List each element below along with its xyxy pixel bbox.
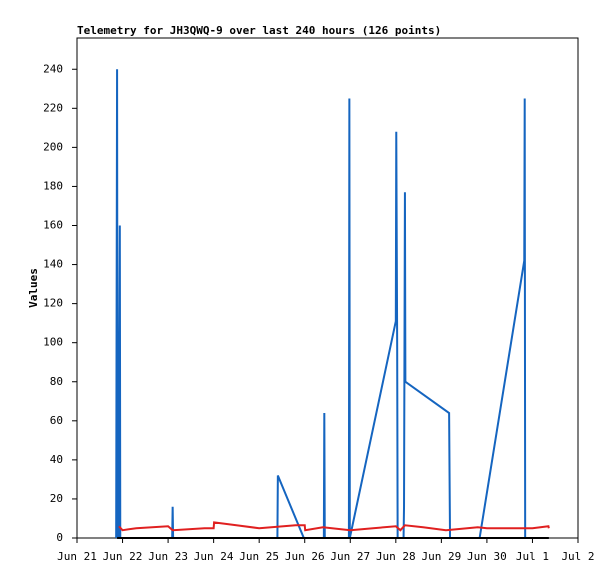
y-tick-label: 100 bbox=[43, 336, 63, 349]
x-tick-label: Jun 23 bbox=[148, 550, 188, 563]
x-tick-label: Jun 25 bbox=[239, 550, 279, 563]
x-tick-label: Jun 30 bbox=[467, 550, 507, 563]
y-tick-label: 180 bbox=[43, 179, 63, 192]
y-tick-label: 40 bbox=[50, 453, 63, 466]
x-tick-label: Jun 24 bbox=[194, 550, 234, 563]
y-tick-label: 120 bbox=[43, 297, 63, 310]
chart-title: Telemetry for JH3QWQ-9 over last 240 hou… bbox=[77, 24, 441, 37]
y-tick-label: 140 bbox=[43, 258, 63, 271]
plot-area bbox=[76, 37, 579, 539]
x-tick-label: Jun 26 bbox=[285, 550, 325, 563]
y-tick-label: 0 bbox=[56, 531, 63, 544]
x-tick-label: Jun 22 bbox=[103, 550, 143, 563]
y-tick-label: 160 bbox=[43, 219, 63, 232]
y-tick-label: 220 bbox=[43, 101, 63, 114]
y-tick-label: 80 bbox=[50, 375, 63, 388]
y-axis-label: Values bbox=[27, 268, 40, 308]
x-tick-label: Jun 21 bbox=[57, 550, 97, 563]
x-tick-label: Jun 27 bbox=[330, 550, 370, 563]
y-tick-label: 20 bbox=[50, 492, 63, 505]
series-line bbox=[115, 69, 542, 539]
x-tick-label: Jun 28 bbox=[376, 550, 416, 563]
x-tick-label: Jun 29 bbox=[421, 550, 461, 563]
series-line bbox=[118, 521, 550, 532]
x-tick-label: Jul 1 bbox=[516, 550, 549, 563]
x-tick-label: Jul 2 bbox=[561, 550, 594, 563]
y-tick-label: 60 bbox=[50, 414, 63, 427]
y-tick-label: 240 bbox=[43, 62, 63, 75]
y-tick-label: 200 bbox=[43, 140, 63, 153]
